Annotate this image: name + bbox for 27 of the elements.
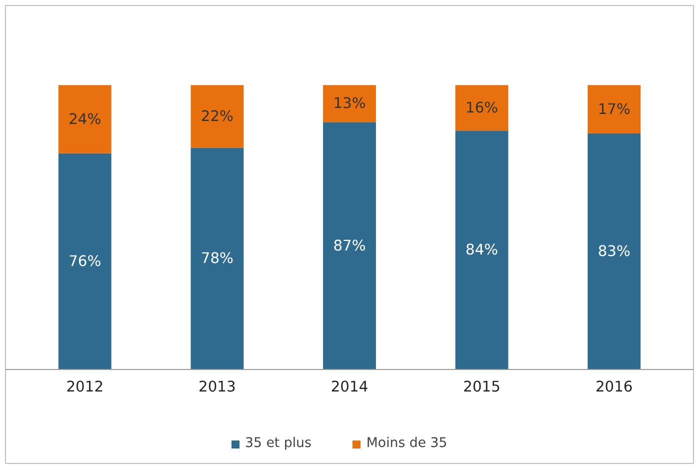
bar xyxy=(455,130,508,370)
x-tick-label: 2012 xyxy=(66,378,104,396)
data-label: 76% xyxy=(68,253,102,270)
data-label: 16% xyxy=(466,99,498,116)
bar xyxy=(588,85,641,134)
bar xyxy=(455,85,508,131)
data-label: 24% xyxy=(68,110,102,128)
bar xyxy=(58,153,112,370)
data-label: 22% xyxy=(200,108,234,125)
data-label: 17% xyxy=(598,100,630,118)
data-label: 83% xyxy=(598,243,630,260)
x-tick-label: 2013 xyxy=(198,378,236,396)
x-tick-label: 2014 xyxy=(330,378,368,396)
legend-label: Moins de 35 xyxy=(366,436,448,451)
x-tick-label: 2016 xyxy=(595,378,633,396)
data-label: 87% xyxy=(333,237,366,254)
data-label: 13% xyxy=(333,95,366,112)
legend-label: 35 et plus xyxy=(245,436,312,451)
bar xyxy=(323,122,376,370)
bar xyxy=(58,85,112,154)
x-tick-label: 2015 xyxy=(463,378,500,396)
data-label: 78% xyxy=(200,250,234,268)
bar xyxy=(190,85,244,148)
bar xyxy=(323,85,376,122)
data-label: 84% xyxy=(466,242,498,259)
bar xyxy=(190,148,244,370)
bar xyxy=(588,134,641,370)
